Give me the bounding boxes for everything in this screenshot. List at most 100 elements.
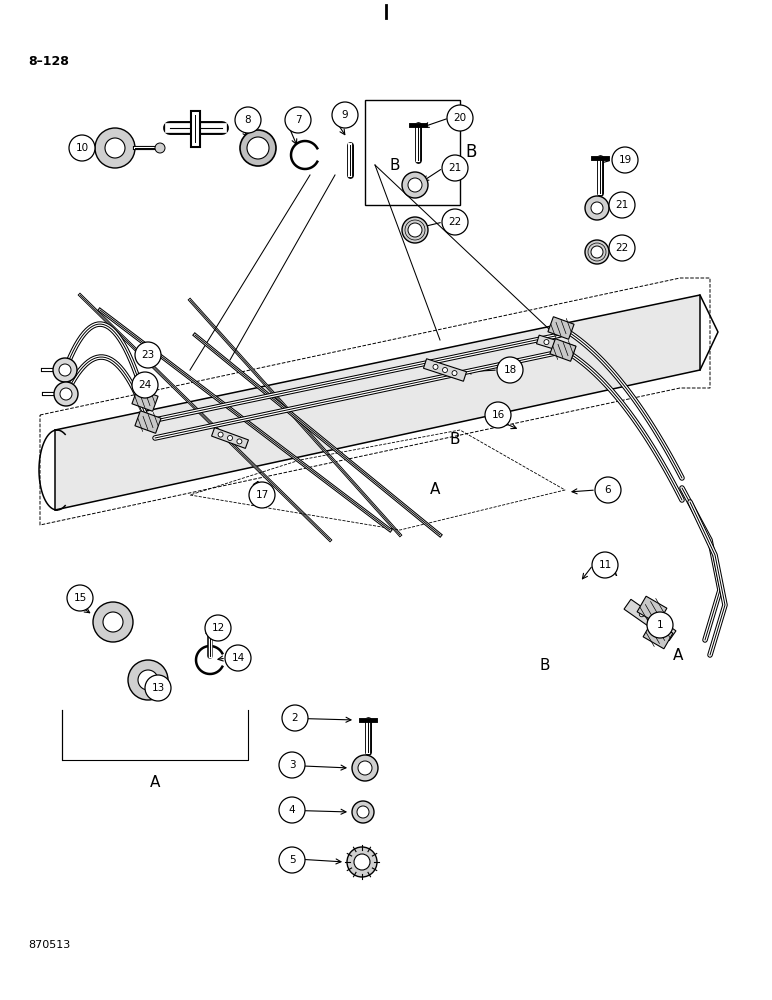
Circle shape (105, 138, 125, 158)
Text: 11: 11 (598, 560, 611, 570)
Circle shape (128, 660, 168, 700)
Text: 13: 13 (151, 683, 164, 693)
Circle shape (103, 612, 123, 632)
Circle shape (592, 552, 618, 578)
Circle shape (59, 364, 71, 376)
Circle shape (647, 612, 673, 638)
Text: B: B (450, 432, 460, 448)
Circle shape (639, 612, 645, 617)
Circle shape (595, 477, 621, 503)
Circle shape (93, 602, 133, 642)
Circle shape (332, 102, 358, 128)
Text: 7: 7 (295, 115, 301, 125)
Circle shape (249, 482, 275, 508)
Circle shape (225, 645, 251, 671)
Circle shape (609, 192, 635, 218)
Text: 8–128: 8–128 (28, 55, 69, 68)
Text: 15: 15 (73, 593, 86, 603)
Circle shape (447, 105, 473, 131)
Circle shape (155, 143, 165, 153)
Circle shape (358, 761, 372, 775)
Polygon shape (643, 621, 673, 649)
Circle shape (352, 755, 378, 781)
Circle shape (402, 217, 428, 243)
Text: 20: 20 (453, 113, 466, 123)
Circle shape (648, 617, 652, 622)
Text: 24: 24 (138, 380, 151, 390)
Circle shape (205, 615, 231, 641)
Bar (365, 100, 460, 205)
Circle shape (554, 342, 558, 348)
Polygon shape (212, 428, 249, 448)
Text: B: B (390, 157, 400, 172)
Text: A: A (607, 564, 617, 580)
Circle shape (95, 128, 135, 168)
Circle shape (60, 388, 72, 400)
Circle shape (357, 806, 369, 818)
Circle shape (442, 367, 448, 372)
Text: 6: 6 (604, 485, 611, 495)
Circle shape (485, 402, 511, 428)
Text: 4: 4 (289, 805, 296, 815)
Text: 1: 1 (657, 620, 663, 630)
Circle shape (452, 371, 457, 376)
Polygon shape (550, 339, 576, 361)
Circle shape (138, 670, 158, 690)
Circle shape (442, 155, 468, 181)
Polygon shape (132, 389, 158, 411)
Circle shape (247, 137, 269, 159)
Polygon shape (537, 335, 575, 355)
Text: 2: 2 (292, 713, 298, 723)
Circle shape (354, 854, 370, 870)
Polygon shape (637, 596, 667, 624)
Text: 16: 16 (491, 410, 505, 420)
Text: 12: 12 (212, 623, 225, 633)
Circle shape (544, 340, 549, 345)
Text: 10: 10 (76, 143, 89, 153)
Circle shape (279, 752, 305, 778)
Circle shape (282, 705, 308, 731)
Text: 23: 23 (141, 350, 154, 360)
Circle shape (408, 178, 422, 192)
Circle shape (591, 246, 603, 258)
Text: 22: 22 (449, 217, 462, 227)
Circle shape (442, 209, 468, 235)
Text: 19: 19 (618, 155, 631, 165)
Text: 21: 21 (449, 163, 462, 173)
Text: 22: 22 (615, 243, 628, 253)
Text: 5: 5 (289, 855, 296, 865)
Text: B: B (465, 143, 476, 161)
Circle shape (585, 196, 609, 220)
Text: 8: 8 (245, 115, 252, 125)
Circle shape (609, 235, 635, 261)
Circle shape (591, 202, 603, 214)
Text: B: B (540, 658, 550, 672)
Circle shape (132, 372, 158, 398)
Text: 17: 17 (256, 490, 269, 500)
Text: 18: 18 (503, 365, 516, 375)
Circle shape (228, 436, 232, 440)
Text: 21: 21 (615, 200, 628, 210)
Text: 870513: 870513 (28, 940, 70, 950)
Polygon shape (424, 359, 466, 381)
Text: A: A (150, 775, 160, 790)
Text: 3: 3 (289, 760, 296, 770)
Circle shape (218, 432, 223, 437)
Circle shape (612, 147, 638, 173)
Circle shape (655, 623, 661, 628)
Polygon shape (135, 411, 161, 433)
Circle shape (279, 847, 305, 873)
Circle shape (145, 675, 171, 701)
Circle shape (237, 439, 242, 444)
Circle shape (53, 358, 77, 382)
Circle shape (402, 172, 428, 198)
Circle shape (240, 130, 276, 166)
Circle shape (347, 847, 377, 877)
Text: 9: 9 (342, 110, 348, 120)
Text: 14: 14 (232, 653, 245, 663)
Polygon shape (548, 317, 574, 339)
Circle shape (497, 357, 523, 383)
Text: A: A (430, 483, 440, 497)
Circle shape (54, 382, 78, 406)
Text: A: A (673, 648, 683, 662)
